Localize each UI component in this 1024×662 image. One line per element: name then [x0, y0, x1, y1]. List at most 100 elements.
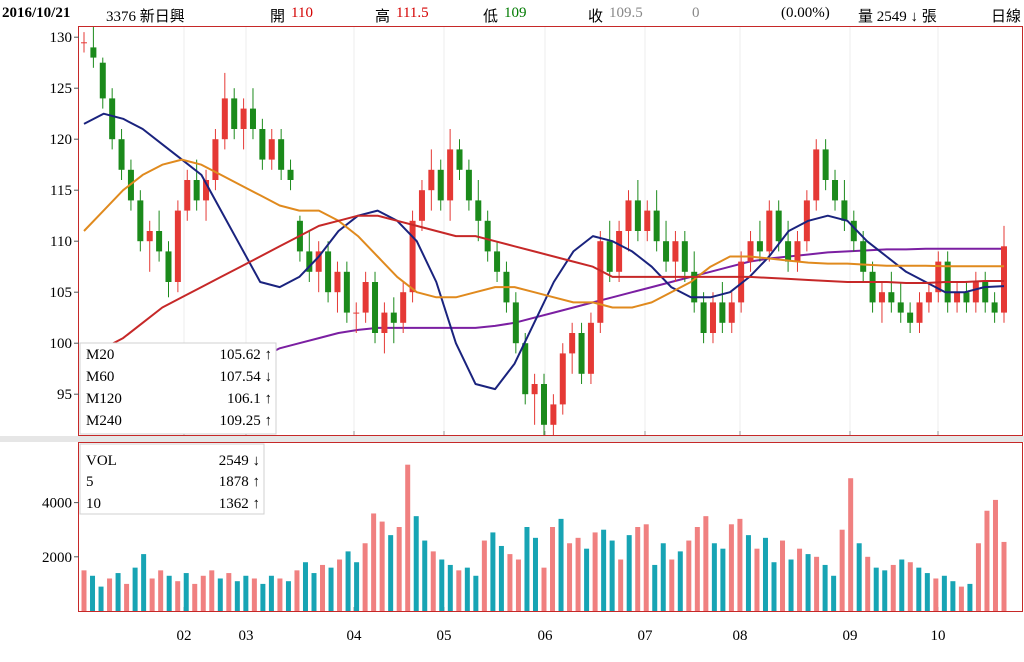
candle-body [728, 302, 735, 323]
period-label: 日線 [991, 9, 1022, 25]
volume-bar [524, 527, 530, 611]
volume-bar [660, 543, 666, 611]
volume-bar [728, 524, 734, 611]
volume-bar [532, 537, 538, 611]
candle-body [90, 47, 97, 58]
month-label: 09 [843, 628, 858, 644]
legend-vol5-value: 1878 ↑ [219, 474, 260, 490]
legend-vol-value: 2549 ↓ [219, 453, 260, 469]
candle-body [653, 210, 660, 242]
volume-bar [200, 575, 206, 611]
candle-body [935, 261, 942, 293]
candle-body [465, 169, 472, 201]
candle-body [390, 312, 397, 323]
candle-body [372, 282, 379, 333]
volume-bar [260, 583, 266, 611]
m20-line [83, 112, 1005, 391]
candle-body [925, 292, 932, 303]
candle-body [278, 139, 285, 170]
quote-date: 2016/10/21 [2, 5, 71, 21]
month-label: 10 [931, 628, 946, 644]
volume-bar [992, 499, 998, 611]
candle-body [916, 302, 923, 323]
candle-body [184, 180, 191, 211]
volume-bar [320, 564, 326, 611]
high-label: 高 [375, 9, 391, 25]
month-label: 07 [638, 628, 654, 644]
legend-m120-name: M120 [86, 391, 122, 407]
candle-body [259, 129, 266, 160]
volume-bar [90, 575, 96, 611]
candle-body [231, 98, 238, 129]
candle-body [240, 108, 247, 129]
volume-bar [575, 537, 581, 611]
candle-body [972, 282, 979, 303]
candle-body [569, 333, 576, 354]
candle-body [878, 292, 885, 303]
volume-bar [933, 578, 939, 611]
price-tick-label: 125 [50, 81, 73, 97]
volume-bar [720, 548, 726, 611]
volume-bar [686, 540, 692, 611]
candle-body [418, 190, 425, 221]
volume-bar [882, 570, 888, 611]
volume-bar [107, 578, 113, 611]
volume-bar [345, 551, 351, 611]
m120-line [83, 214, 1004, 360]
volume-bar [873, 567, 879, 611]
candle-body [775, 210, 782, 242]
candle-body [409, 220, 416, 293]
candle-body [494, 251, 501, 272]
candle-body [268, 139, 275, 160]
legend-vol10-value: 1362 ↑ [219, 496, 260, 512]
volume-bar [669, 559, 675, 611]
volume-bar [268, 575, 274, 611]
low-label: 低 [483, 9, 499, 25]
volume-bar [780, 540, 786, 611]
m60-line [83, 158, 1004, 309]
candle-body [766, 210, 773, 252]
volume-bar [132, 567, 138, 611]
candle-body [362, 282, 369, 313]
candle-body [531, 384, 538, 395]
volume-bar [379, 521, 385, 611]
volume-bar [302, 562, 308, 611]
candle-body [334, 271, 341, 293]
candle-body [203, 180, 210, 201]
volume-bar [115, 573, 121, 611]
volume-bar [754, 548, 760, 611]
volume-bar [209, 570, 215, 611]
volume-bar [762, 537, 768, 611]
candle-body [982, 282, 989, 303]
volume-bar [277, 578, 283, 611]
volume-bar [635, 527, 641, 611]
candle-body [137, 200, 144, 242]
candle-body [174, 210, 181, 282]
candle-body [249, 108, 256, 129]
candle-body [954, 292, 961, 303]
volume-bar [294, 570, 300, 611]
candle-body [475, 200, 482, 221]
candle-body [447, 149, 454, 201]
volume-bar [924, 573, 930, 611]
legend-m20-name: M20 [86, 347, 114, 363]
candle-body [381, 312, 388, 333]
candle-body [550, 404, 557, 425]
candle-body [325, 251, 332, 293]
volume-bar [515, 559, 521, 611]
candle-body [747, 241, 754, 262]
candle-body [118, 139, 125, 170]
volume-bar [831, 575, 837, 611]
candle-body [625, 200, 632, 231]
stock-name: 3376 新日興 [106, 9, 185, 25]
change-percent: (0.00%) [781, 5, 830, 21]
candle-body [400, 292, 407, 323]
volume-bar [601, 529, 607, 611]
candle-body [437, 169, 444, 201]
volume-bars [81, 464, 1007, 611]
volume-bar [618, 559, 624, 611]
volume-bar [890, 564, 896, 611]
quote-header: 2016/10/21 3376 新日興 開 110 高 111.5 低 109 … [0, 0, 1024, 26]
candle-body [587, 322, 594, 374]
